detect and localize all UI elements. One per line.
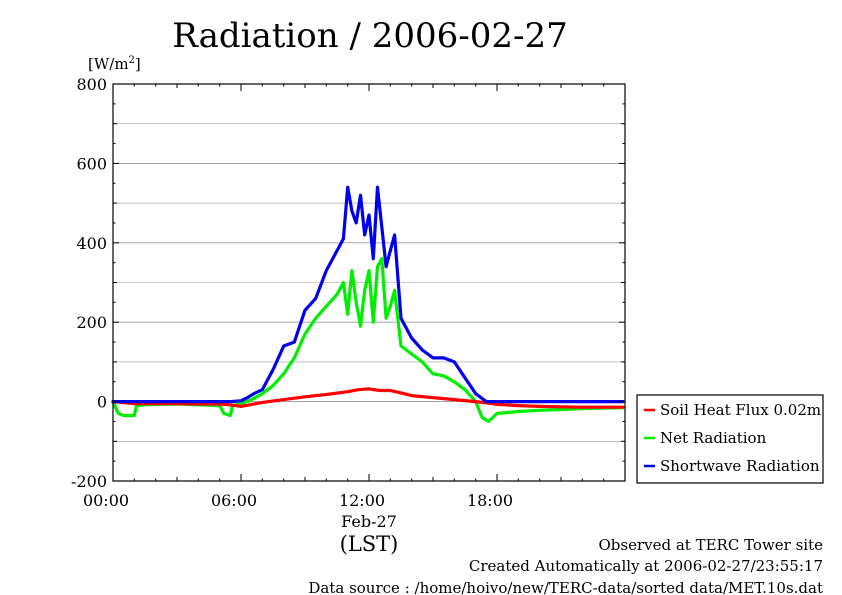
chart-title: Radiation / 2006-02-27 xyxy=(172,16,568,56)
legend-label: Shortwave Radiation xyxy=(660,457,820,475)
series-line-1 xyxy=(111,387,625,409)
y-tick-label: 400 xyxy=(76,234,107,253)
y-axis-ticks: -200 0 200 400 600 800 xyxy=(71,75,625,491)
y-tick-label: 0 xyxy=(97,393,107,412)
y-tick-label: -200 xyxy=(71,472,107,491)
legend: Soil Heat Flux 0.02m Net Radiation Shortwa… xyxy=(636,394,824,484)
y-tick-label: 200 xyxy=(76,313,107,332)
x-tick-label: 18:00 xyxy=(467,491,513,510)
x-axis-label: (LST) xyxy=(340,532,399,556)
y-tick-label: 800 xyxy=(76,75,107,94)
legend-box xyxy=(636,394,824,484)
legend-label: Net Radiation xyxy=(660,429,767,447)
x-tick-label: 00:00 xyxy=(83,491,129,510)
y-axis-label: [W/m2] xyxy=(88,55,141,73)
series-line-3 xyxy=(111,185,625,404)
footer-created: Created Automatically at 2006-02-27/23:5… xyxy=(469,557,823,575)
footer-site: Observed at TERC Tower site xyxy=(598,536,823,554)
x-axis-ticks: 00:00 06:00 12:00 18:00 xyxy=(83,84,626,510)
x-date-label: Feb-27 xyxy=(341,512,397,531)
x-tick-label: 06:00 xyxy=(211,491,257,510)
series-line-2 xyxy=(111,257,625,423)
footer-source: Data source : /home/hoivo/new/TERC-data/… xyxy=(308,579,823,595)
x-tick-label: 12:00 xyxy=(339,491,385,510)
legend-label: Soil Heat Flux 0.02m xyxy=(660,401,821,419)
y-tick-label: 600 xyxy=(76,154,107,173)
series-layer xyxy=(111,185,625,423)
